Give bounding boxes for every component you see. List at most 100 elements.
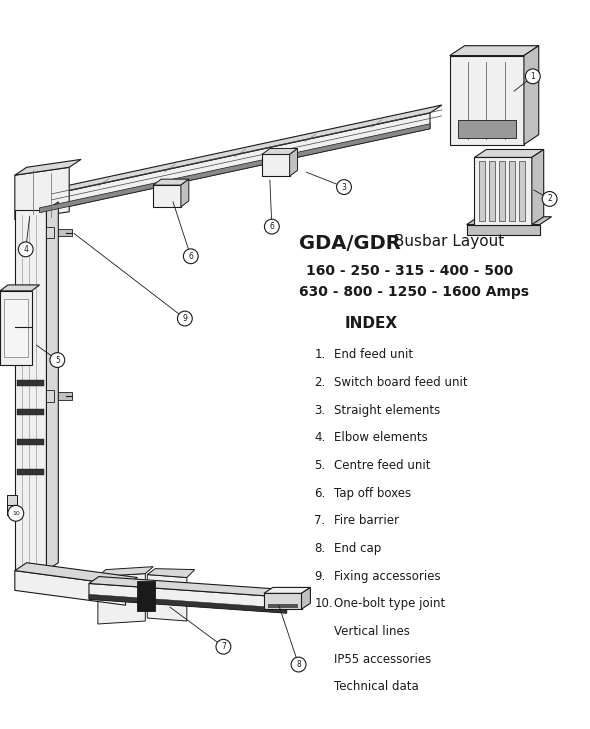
Circle shape [50,353,65,367]
Bar [58,229,72,236]
Polygon shape [40,105,442,197]
Polygon shape [264,588,310,593]
Polygon shape [40,124,430,213]
Polygon shape [15,563,137,585]
Polygon shape [467,217,552,225]
Polygon shape [532,149,544,225]
Bar [153,185,181,207]
Bar [262,155,290,176]
Text: End feed unit: End feed unit [334,348,413,361]
Circle shape [264,219,279,234]
Circle shape [526,69,540,84]
Text: One-bolt type joint: One-bolt type joint [334,597,445,610]
Text: 1.: 1. [314,348,326,361]
Bar [264,593,301,609]
Text: 7: 7 [221,642,226,651]
Text: Busbar Layout: Busbar Layout [389,233,504,249]
Bar [450,55,524,144]
Text: 6: 6 [270,222,274,231]
Polygon shape [153,179,189,185]
Polygon shape [301,588,310,609]
Polygon shape [262,149,297,155]
Circle shape [216,639,231,654]
Text: 2: 2 [548,195,552,203]
Polygon shape [15,210,47,571]
Text: 9.: 9. [314,569,326,582]
Text: Fire barrier: Fire barrier [334,514,399,527]
Bar [137,582,155,611]
Text: Elbow elements: Elbow elements [334,432,428,444]
Circle shape [337,179,352,195]
Polygon shape [15,571,126,605]
Bar [17,439,44,445]
Bar [480,161,486,221]
Bar [489,161,495,221]
Text: 1: 1 [530,72,535,81]
Text: GDA/GDR: GDA/GDR [299,233,400,252]
Bar [519,161,525,221]
Bar [47,227,54,238]
Polygon shape [524,46,539,144]
Circle shape [8,505,24,521]
Polygon shape [181,179,189,207]
Text: 630 - 800 - 1250 - 1600 Amps: 630 - 800 - 1250 - 1600 Amps [299,285,529,299]
Polygon shape [40,113,430,213]
Text: 5: 5 [55,356,60,364]
Text: 160 - 250 - 315 - 400 - 500: 160 - 250 - 315 - 400 - 500 [306,264,514,278]
Text: 10.: 10. [314,597,333,610]
Polygon shape [15,160,81,175]
Polygon shape [148,569,195,577]
Polygon shape [98,574,145,624]
Circle shape [18,242,33,257]
Polygon shape [47,202,58,571]
Text: 7.: 7. [314,514,326,527]
Text: Switch board feed unit: Switch board feed unit [334,376,468,389]
Polygon shape [148,574,187,621]
Polygon shape [89,577,297,597]
Text: Vertical lines: Vertical lines [334,625,410,638]
Bar [509,161,515,221]
Text: Fixing accessories: Fixing accessories [334,569,441,582]
Polygon shape [290,149,297,176]
Bar [17,410,44,416]
Text: INDEX: INDEX [344,316,397,330]
Bar [474,157,532,225]
Text: IP55 accessories: IP55 accessories [334,652,431,666]
Text: Centre feed unit: Centre feed unit [334,459,431,472]
Bar [467,225,540,235]
Text: 4: 4 [23,245,28,254]
Bar [458,120,516,138]
Bar [4,299,28,357]
Polygon shape [450,46,539,55]
Bar [7,496,17,515]
Bar [17,469,44,475]
Text: End cap: End cap [334,542,381,555]
Text: 2.: 2. [314,376,326,389]
Text: 8.: 8. [314,542,326,555]
Text: 9: 9 [182,314,187,323]
Bar [47,390,54,402]
Text: 4.: 4. [314,432,326,444]
Bar [0,291,32,365]
Polygon shape [89,583,287,613]
Bar [17,380,44,386]
Text: 6.: 6. [314,486,326,499]
Text: 3.: 3. [314,404,326,416]
Circle shape [178,311,192,326]
Text: Technical data: Technical data [334,680,419,693]
Text: Straight elements: Straight elements [334,404,440,416]
Text: 10: 10 [12,511,19,516]
Polygon shape [0,285,40,291]
Text: 8: 8 [296,660,301,669]
Text: Tap off boxes: Tap off boxes [334,486,411,499]
Text: 3: 3 [342,182,346,192]
Text: 6: 6 [188,252,193,261]
Bar [268,604,297,608]
Polygon shape [98,566,153,577]
Polygon shape [474,149,544,157]
Circle shape [291,657,306,672]
Text: 5.: 5. [314,459,326,472]
Circle shape [183,249,198,264]
Polygon shape [89,594,287,613]
Bar [58,391,72,399]
